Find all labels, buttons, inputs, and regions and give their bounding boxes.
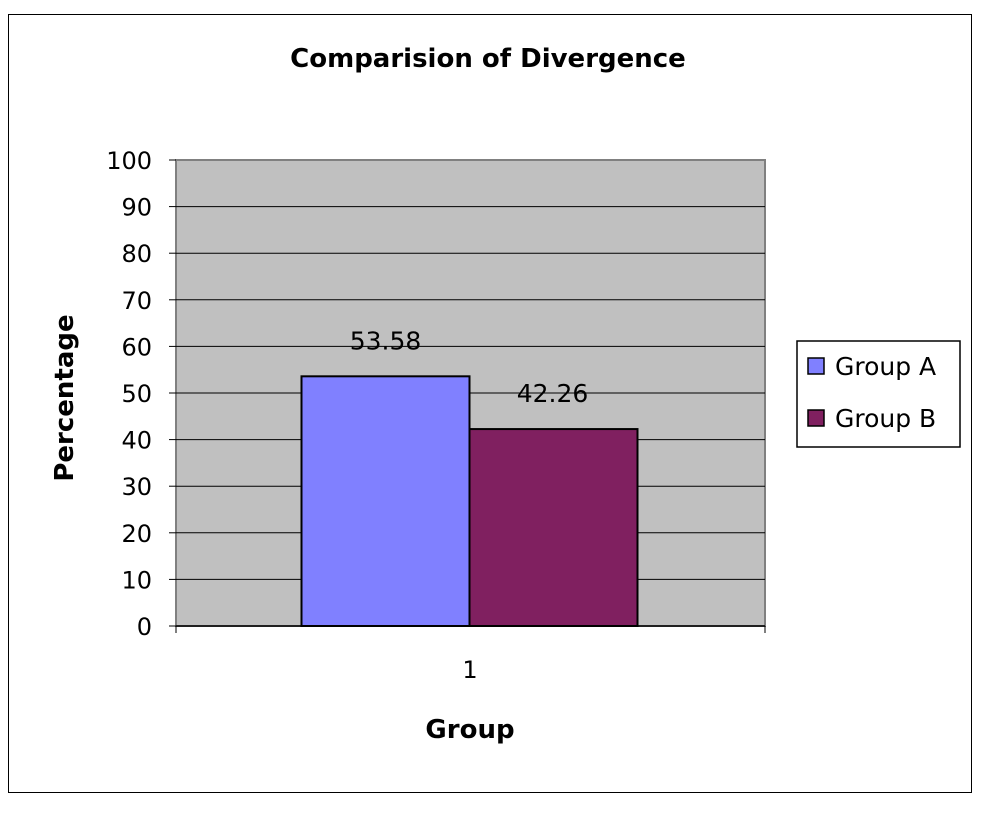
y-tick-label: 80 bbox=[121, 240, 152, 268]
legend-label-group-b: Group B bbox=[835, 404, 936, 433]
data-label: 53.58 bbox=[350, 326, 422, 355]
y-tick-label: 50 bbox=[121, 380, 152, 408]
x-axis-title: Group bbox=[425, 715, 514, 745]
y-axis-tick-labels: 0 10 20 30 40 50 60 70 80 90 100 bbox=[106, 147, 152, 641]
y-axis-ticks bbox=[169, 159, 176, 627]
bars bbox=[300, 375, 639, 627]
legend-label-group-a: Group A bbox=[835, 352, 936, 381]
y-tick-label: 100 bbox=[106, 147, 152, 175]
y-tick-label: 60 bbox=[121, 333, 152, 361]
legend-swatch-group-a bbox=[807, 357, 825, 375]
y-tick-label: 70 bbox=[121, 287, 152, 315]
y-tick-label: 0 bbox=[137, 613, 152, 641]
bar-group-b bbox=[468, 428, 639, 627]
y-tick-label: 40 bbox=[121, 427, 152, 455]
legend: Group A Group B bbox=[796, 340, 961, 448]
x-tick-label: 1 bbox=[462, 656, 477, 684]
chart-title: Comparision of Divergence bbox=[290, 44, 686, 74]
bar-group-a bbox=[300, 375, 471, 627]
y-tick-label: 20 bbox=[121, 520, 152, 548]
y-tick-label: 30 bbox=[121, 473, 152, 501]
data-labels: 53.58 42.26 bbox=[350, 326, 589, 408]
y-tick-label: 10 bbox=[121, 566, 152, 594]
legend-swatch-group-b bbox=[807, 409, 825, 427]
y-tick-label: 90 bbox=[121, 194, 152, 222]
data-label: 42.26 bbox=[517, 379, 589, 408]
y-axis-title: Percentage bbox=[50, 314, 80, 481]
